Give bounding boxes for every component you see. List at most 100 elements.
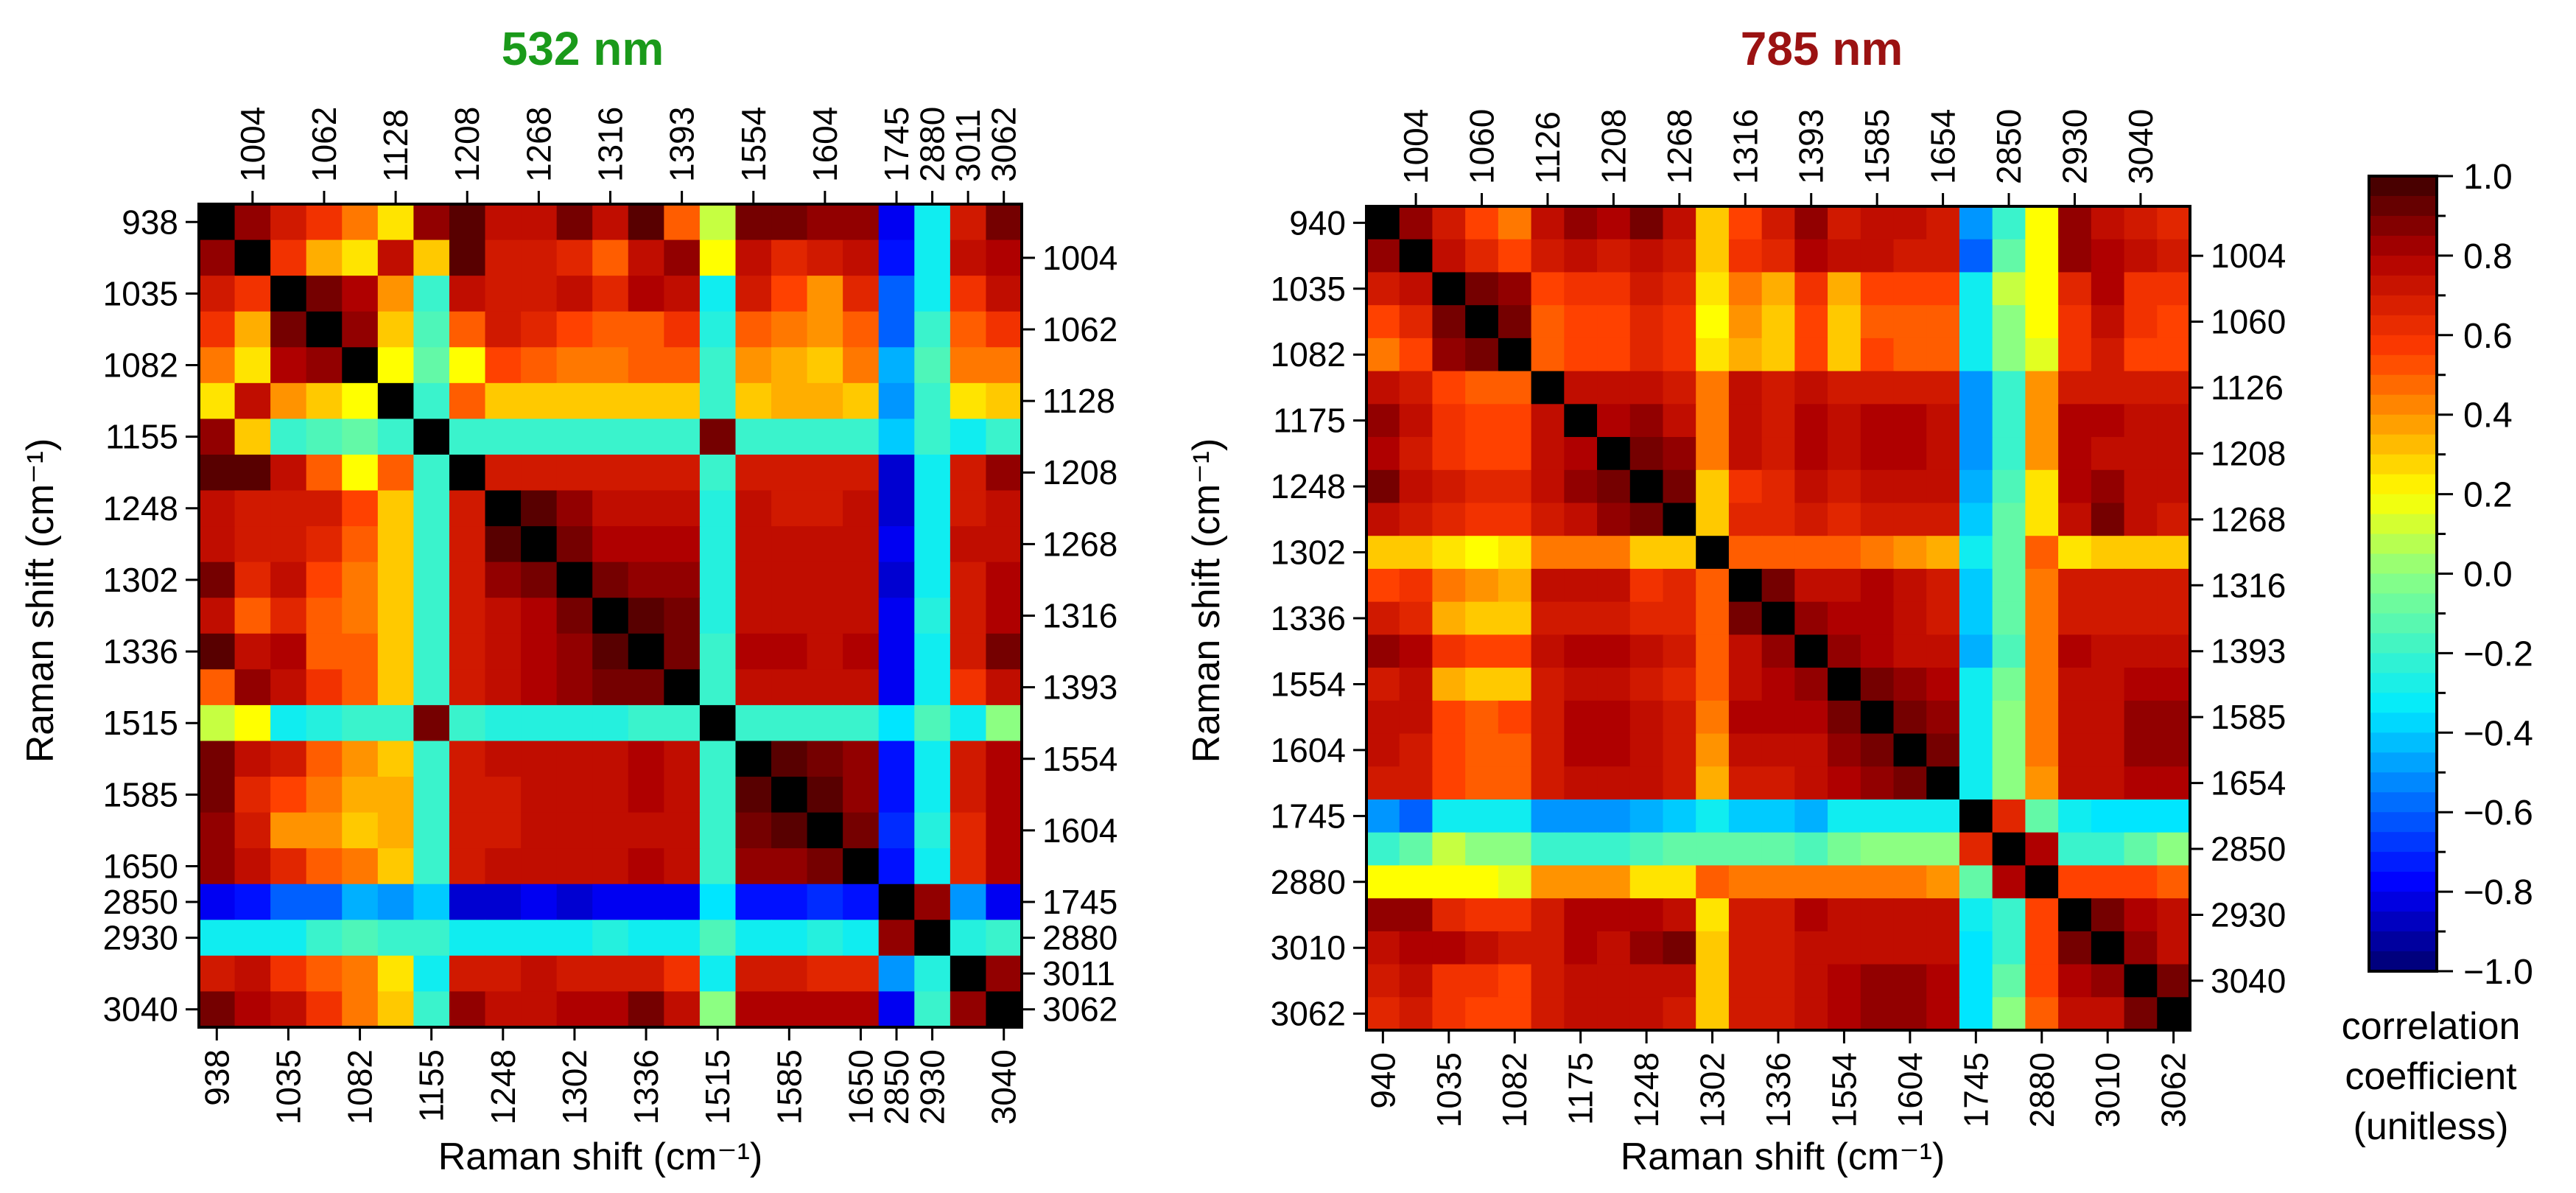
heatmap-cell <box>1992 898 2026 932</box>
heatmap-cell <box>950 454 987 491</box>
heatmap-cell <box>1564 503 1598 536</box>
heatmap-cell <box>1663 865 1696 899</box>
heatmap-cell <box>1399 931 1433 965</box>
heatmap-cell <box>1531 305 1565 339</box>
heatmap-cell <box>234 204 271 241</box>
heatmap-cell <box>1531 503 1565 536</box>
heatmap-cell <box>342 777 379 814</box>
colorbar-tick-label: 0.4 <box>2463 396 2513 435</box>
heatmap-cell <box>878 239 916 276</box>
heatmap-cell <box>1696 239 1730 273</box>
heatmap-cell <box>843 204 880 241</box>
heatmap-cell <box>1860 239 1895 273</box>
top-tick-label: 1004 <box>1397 109 1435 184</box>
heatmap-cell <box>1629 601 1664 636</box>
heatmap-cell <box>2157 437 2191 471</box>
heatmap-cell <box>2124 272 2158 306</box>
heatmap-cell <box>521 669 558 706</box>
heatmap-cell <box>1893 503 1927 536</box>
heatmap-cell <box>664 204 701 241</box>
heatmap-cell <box>628 633 665 671</box>
heatmap-cell <box>1761 437 1796 471</box>
heatmap-cell <box>1498 799 1532 833</box>
heatmap-cell <box>1926 931 1960 965</box>
y-tick-label: 1745 <box>1271 797 1346 835</box>
heatmap-cell <box>986 204 1022 241</box>
panel-title: 532 nm <box>502 22 664 75</box>
heatmap-cell <box>843 311 880 348</box>
heatmap-cell <box>485 382 522 420</box>
heatmap-cell <box>950 812 987 849</box>
heatmap-cell <box>807 526 843 563</box>
heatmap-cell <box>1531 634 1565 668</box>
heatmap-cell <box>878 419 916 455</box>
heatmap-cell <box>735 669 772 706</box>
heatmap-cell <box>234 991 271 1028</box>
heatmap-cell <box>843 598 880 634</box>
heatmap-cell <box>521 704 558 742</box>
heatmap-cell <box>1893 272 1927 306</box>
heatmap-cell <box>306 955 343 993</box>
heatmap-cell <box>1597 601 1631 636</box>
heatmap-cell <box>1399 997 1433 1031</box>
heatmap-cell <box>699 920 737 956</box>
heatmap-cell <box>735 454 772 491</box>
heatmap-cell <box>2058 700 2092 735</box>
heatmap-cell <box>521 454 558 491</box>
heatmap-cell <box>735 490 772 527</box>
heatmap-cell <box>1761 404 1796 438</box>
heatmap-cell <box>807 812 843 849</box>
heatmap-cell <box>914 991 951 1028</box>
heatmap-cell <box>1728 997 1763 1031</box>
heatmap-cell <box>664 633 701 671</box>
heatmap-cell <box>1399 766 1433 800</box>
heatmap-cell <box>485 526 522 563</box>
heatmap-cell <box>1564 832 1598 867</box>
heatmap-cell <box>521 382 558 420</box>
heatmap-cell <box>664 777 701 814</box>
heatmap-cell <box>2058 337 2092 372</box>
heatmap-cell <box>1531 272 1565 306</box>
heatmap-cell <box>1366 931 1400 965</box>
heatmap-cell <box>199 382 236 420</box>
heatmap-cell <box>270 920 307 956</box>
heatmap-cell <box>521 848 558 885</box>
heatmap-cell <box>1761 898 1796 932</box>
heatmap-cell <box>1696 634 1730 668</box>
heatmap-cell <box>1663 668 1696 702</box>
heatmap-cell <box>1564 733 1598 767</box>
heatmap-cell <box>1629 634 1664 668</box>
heatmap-cell <box>270 347 307 384</box>
heatmap-cell <box>2058 437 2092 471</box>
x-tick-label: 2930 <box>913 1049 952 1124</box>
heatmap-cell <box>1828 700 1861 735</box>
heatmap-cell <box>413 741 450 777</box>
heatmap-cell <box>2025 964 2059 998</box>
heatmap-cell <box>449 848 486 885</box>
right-tick-label: 1208 <box>2211 434 2286 472</box>
heatmap-cell <box>1893 964 1927 998</box>
heatmap-cell <box>306 920 343 956</box>
heatmap-cell <box>628 276 665 312</box>
heatmap-cell <box>270 669 307 706</box>
heatmap-cell <box>986 704 1022 742</box>
heatmap-cell <box>771 561 808 598</box>
heatmap-cell <box>449 884 486 921</box>
heatmap-cell <box>1794 799 1828 833</box>
heatmap-cell <box>1696 733 1730 767</box>
heatmap-cell <box>342 490 379 527</box>
heatmap-cell <box>1597 964 1631 998</box>
heatmap-cell <box>2157 601 2191 636</box>
heatmap-cell <box>1696 469 1730 504</box>
heatmap-cell <box>1498 766 1532 800</box>
heatmap-cell <box>2058 601 2092 636</box>
heatmap-cell <box>1959 634 1993 668</box>
heatmap-cell <box>1992 601 2026 636</box>
heatmap-cell <box>1794 832 1828 867</box>
heatmap-cell <box>1629 437 1664 471</box>
right-tick-label: 1126 <box>2211 368 2284 407</box>
heatmap-cell <box>1893 997 1927 1031</box>
heatmap-cell <box>1959 997 1993 1031</box>
heatmap-cell <box>699 884 737 921</box>
heatmap-cell <box>1366 601 1400 636</box>
